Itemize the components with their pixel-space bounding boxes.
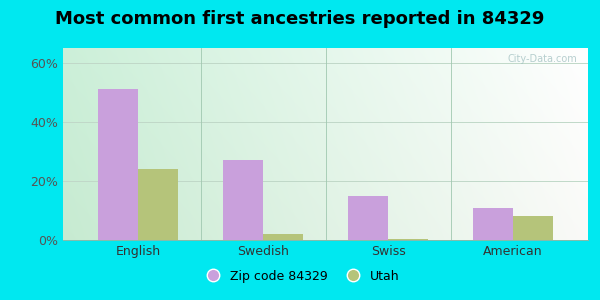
Bar <box>98 89 138 240</box>
Bar <box>388 238 428 240</box>
Bar <box>263 234 303 240</box>
Text: City-Data.com: City-Data.com <box>508 54 577 64</box>
Bar <box>223 160 263 240</box>
Bar <box>138 169 178 240</box>
Bar <box>348 196 388 240</box>
Text: Most common first ancestries reported in 84329: Most common first ancestries reported in… <box>55 11 545 28</box>
Legend: Zip code 84329, Utah: Zip code 84329, Utah <box>195 265 405 288</box>
Bar <box>513 216 553 240</box>
Bar <box>473 208 513 240</box>
